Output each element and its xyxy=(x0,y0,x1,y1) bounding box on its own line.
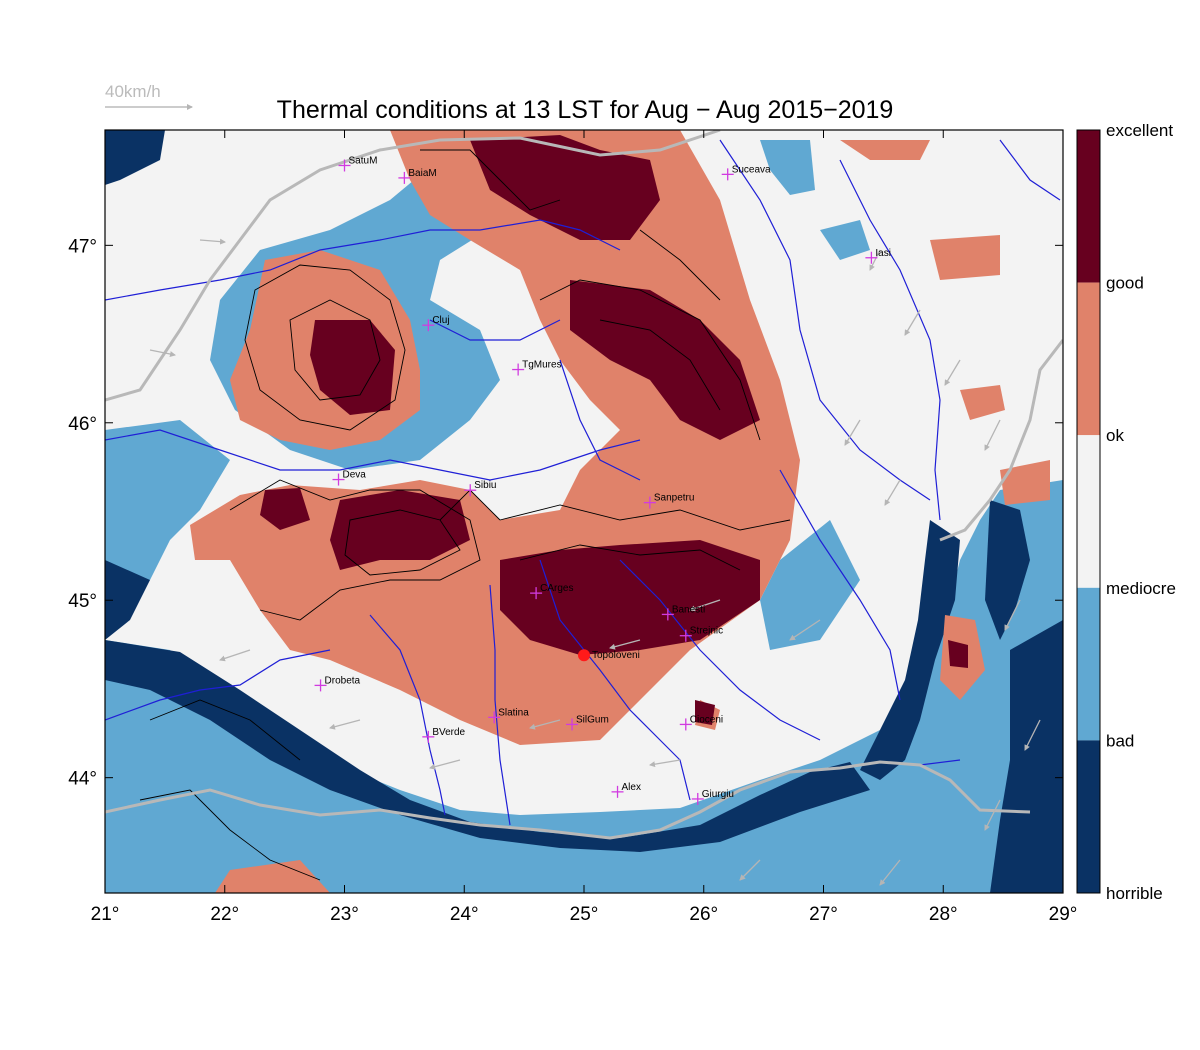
city-label: BVerde xyxy=(432,727,465,738)
lat-tick-label: 46° xyxy=(68,414,97,435)
colorbar-label: bad xyxy=(1106,731,1134,750)
wind-reference-label: 40km/h xyxy=(105,82,161,101)
city-marker: Giurgiu xyxy=(691,789,734,805)
colorbar-frame xyxy=(1076,129,1101,894)
wind-vectors xyxy=(149,238,1041,886)
longitude-axis: 21° 22° 23° 24° 25° 26° 27° 28° 29° xyxy=(91,130,1078,925)
city-label: Suceava xyxy=(732,164,771,175)
city-label: Cluj xyxy=(432,315,449,326)
city-marker: Iasi xyxy=(865,248,891,264)
lon-tick-label: 23° xyxy=(330,904,359,925)
city-marker: SatuM xyxy=(338,155,378,172)
city-label: SilGum xyxy=(576,714,609,725)
lon-tick-label: 28° xyxy=(929,904,958,925)
city-label: Sibiu xyxy=(474,480,496,491)
colorbar-label: mediocre xyxy=(1106,579,1176,598)
colorbar-label: ok xyxy=(1106,426,1124,445)
city-markers: SatuM BaiaM Suceava Iasi Cluj TgMures Deva Sibi… xyxy=(314,155,891,805)
colorbar-label: excellent xyxy=(1106,121,1173,140)
city-marker: SilGum xyxy=(566,714,609,731)
latitude-axis: 44° 45° 46° 47° xyxy=(68,236,1063,790)
colorbar-segment xyxy=(1077,740,1100,893)
city-marker: Sibiu xyxy=(464,480,496,497)
lon-tick-label: 27° xyxy=(809,904,838,925)
city-marker: BVerde xyxy=(422,727,466,743)
lon-tick-label: 24° xyxy=(450,904,479,925)
site-marker-group: Topoloveni xyxy=(578,649,640,662)
lon-tick-label: 25° xyxy=(570,904,599,925)
city-marker: Deva xyxy=(332,470,367,486)
city-label: Strejnic xyxy=(690,626,723,637)
city-label: Slatina xyxy=(498,707,529,718)
lon-tick-label: 22° xyxy=(210,904,239,925)
colorbar-segment xyxy=(1077,130,1100,283)
site-marker xyxy=(578,649,590,662)
city-marker: Suceava xyxy=(721,164,771,181)
city-marker: Cluj xyxy=(422,315,450,332)
colorbar-label: good xyxy=(1106,274,1144,293)
lat-tick-label: 44° xyxy=(68,769,97,790)
city-label: TgMures xyxy=(522,360,561,371)
city-label: Deva xyxy=(343,470,367,481)
city-marker: Strejnic xyxy=(679,626,723,642)
horrible-zones xyxy=(105,130,1063,893)
country-borders xyxy=(105,130,1063,840)
city-label: SatuM xyxy=(349,155,378,166)
colorbar-segment xyxy=(1077,435,1100,588)
city-marker: Slatina xyxy=(488,707,529,724)
colorbar: excellent good ok mediocre bad horrible xyxy=(1076,121,1176,903)
map-area: SatuM BaiaM Suceava Iasi Cluj TgMures Deva Sibi… xyxy=(105,130,1063,893)
elevation-contours xyxy=(139,149,791,881)
city-marker: Cioceni xyxy=(679,714,723,731)
city-marker: Drobeta xyxy=(314,675,361,692)
city-label: BaiaM xyxy=(408,168,436,179)
lat-tick-label: 45° xyxy=(68,591,97,612)
city-marker: Sanpetru xyxy=(643,493,695,509)
city-marker: Banesti xyxy=(661,604,705,621)
city-label: CArges xyxy=(540,583,573,594)
city-label: Banesti xyxy=(672,604,705,615)
colorbar-segment xyxy=(1077,587,1100,741)
colorbar-label: horrible xyxy=(1106,884,1163,903)
colorbar-segment xyxy=(1077,282,1100,436)
city-label: Drobeta xyxy=(325,675,361,686)
city-marker: Alex xyxy=(611,782,641,798)
city-marker: BaiaM xyxy=(398,168,437,184)
lon-tick-label: 21° xyxy=(91,904,120,925)
site-label: Topoloveni xyxy=(592,650,640,661)
city-label: Cioceni xyxy=(690,714,723,725)
city-label: Giurgiu xyxy=(702,789,734,800)
city-label: Alex xyxy=(622,782,641,793)
map-title: Thermal conditions at 13 LST for Aug − A… xyxy=(277,96,894,124)
lon-tick-label: 29° xyxy=(1049,904,1078,925)
lat-tick-label: 47° xyxy=(68,236,97,257)
city-label: Sanpetru xyxy=(654,493,695,504)
city-marker: CArges xyxy=(530,583,573,600)
city-marker: TgMures xyxy=(512,360,562,376)
lon-tick-label: 26° xyxy=(689,904,718,925)
wind-reference: 40km/h xyxy=(105,82,193,110)
city-label: Iasi xyxy=(875,248,891,259)
